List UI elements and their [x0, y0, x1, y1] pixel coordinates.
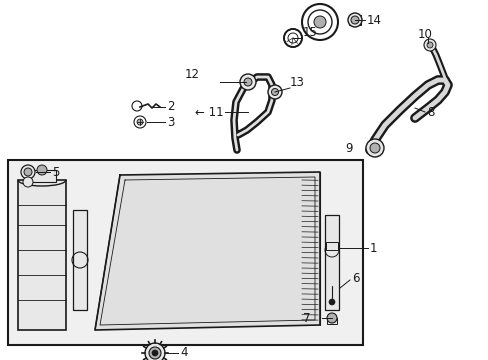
Circle shape	[149, 347, 161, 359]
Text: 14: 14	[366, 13, 381, 27]
Circle shape	[137, 119, 142, 125]
Bar	[18, 180, 66, 330]
Bar	[28, 170, 56, 182]
Circle shape	[423, 39, 435, 51]
Circle shape	[240, 74, 256, 90]
Text: 5: 5	[52, 166, 59, 179]
Bar	[73, 210, 87, 310]
Text: 6: 6	[351, 271, 359, 284]
Circle shape	[152, 350, 158, 356]
Bar	[326, 318, 336, 324]
Text: 12: 12	[184, 68, 200, 81]
Text: ← 11: ← 11	[195, 105, 223, 118]
Circle shape	[37, 165, 47, 175]
Text: 4: 4	[180, 346, 187, 360]
Text: 10: 10	[417, 28, 432, 41]
Text: 3: 3	[167, 116, 174, 129]
Bar	[8, 160, 362, 345]
Text: 7: 7	[302, 311, 309, 324]
Bar	[325, 215, 338, 310]
Text: 15: 15	[303, 26, 317, 39]
Circle shape	[365, 139, 383, 157]
Circle shape	[23, 177, 33, 187]
Circle shape	[326, 313, 336, 323]
Polygon shape	[95, 172, 319, 330]
Bar	[348, 15, 360, 25]
Text: 8: 8	[426, 105, 433, 118]
Text: 9: 9	[345, 141, 352, 154]
Bar	[325, 242, 337, 250]
Circle shape	[313, 16, 325, 28]
Circle shape	[426, 42, 432, 48]
Circle shape	[369, 143, 379, 153]
Text: 1: 1	[369, 242, 377, 255]
Circle shape	[347, 13, 361, 27]
Circle shape	[244, 78, 251, 86]
Text: 2: 2	[167, 100, 174, 113]
Circle shape	[145, 343, 164, 360]
Circle shape	[21, 165, 35, 179]
Circle shape	[328, 299, 334, 305]
Circle shape	[24, 168, 32, 176]
Circle shape	[267, 85, 282, 99]
Circle shape	[350, 16, 358, 24]
Circle shape	[271, 89, 278, 95]
Text: 13: 13	[289, 76, 304, 89]
